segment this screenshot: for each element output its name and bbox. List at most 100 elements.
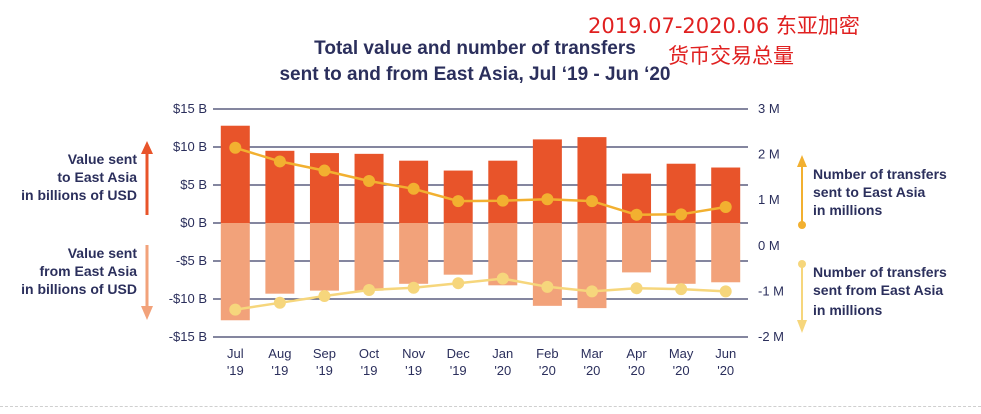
category-labels: Jul '19 Aug '19 Sep '19 Oct '19 Nov '19 Dec '19 Jan '…: [227, 346, 736, 378]
bar-1-7: [532, 223, 562, 306]
left-tick-label-2: $5 B: [180, 177, 207, 192]
right-label-sent-to-line-3: in millions: [813, 202, 882, 218]
point-0-2: [318, 164, 331, 177]
point-0-6: [496, 194, 509, 207]
bar-0-7: [532, 139, 562, 223]
category-label-10: May: [669, 346, 694, 361]
category-year-8: '20: [583, 363, 600, 378]
left-label-sent-from: Value sent from East Asia in billions of…: [21, 245, 137, 297]
left-label-sent-to-line-3: in billions of USD: [21, 187, 137, 203]
right-label-sent-to-line-1: Number of transfers: [813, 166, 947, 182]
right-label-sent-to-line-2: sent to East Asia: [813, 184, 926, 200]
point-1-0: [229, 303, 242, 316]
point-0-0: [229, 141, 242, 154]
category-label-4: Nov: [402, 346, 426, 361]
left-arrow-up: [141, 141, 153, 215]
series-points: [229, 141, 732, 316]
left-label-sent-from-line-1: Value sent: [68, 245, 138, 261]
category-label-5: Dec: [447, 346, 471, 361]
point-0-9: [630, 208, 643, 221]
right-tick-label-1: 2 M: [758, 147, 780, 162]
series-line-0: [234, 146, 726, 217]
point-1-9: [630, 282, 643, 295]
series-line-1: [235, 277, 726, 311]
category-year-9: '20: [628, 363, 645, 378]
category-label-7: Feb: [536, 346, 558, 361]
point-1-1: [273, 296, 286, 309]
point-1-4: [407, 281, 420, 294]
bar-1-3: [354, 223, 384, 291]
category-year-4: '19: [405, 363, 422, 378]
chart-title-line-1: Total value and number of transfers: [314, 38, 636, 59]
left-label-sent-to-line-2: to East Asia: [57, 169, 137, 185]
left-tick-label-6: -$15 B: [169, 329, 207, 344]
category-year-0: '19: [227, 363, 244, 378]
right-tick-label-2: 1 M: [758, 192, 780, 207]
series-lines: [234, 146, 726, 311]
point-1-8: [585, 285, 598, 298]
left-tick-label-0: $15 B: [173, 101, 207, 116]
category-year-7: '20: [539, 363, 556, 378]
category-label-9: Apr: [626, 346, 647, 361]
point-0-4: [407, 182, 420, 195]
category-label-3: Oct: [359, 346, 380, 361]
point-0-8: [585, 195, 598, 208]
left-label-sent-to-line-1: Value sent: [68, 151, 138, 167]
right-tick-label-3: 0 M: [758, 238, 780, 253]
category-year-1: '19: [271, 363, 288, 378]
bar-1-4: [399, 223, 429, 284]
bar-0-8: [577, 137, 607, 223]
point-0-7: [541, 193, 554, 206]
right-label-sent-from-line-1: Number of transfers: [813, 264, 947, 280]
left-tick-labels: $15 B $10 B $5 B $0 B -$5 B -$10 B -$15 B: [169, 101, 207, 344]
bar-0-2: [309, 153, 339, 223]
category-label-6: Jan: [492, 346, 513, 361]
bar-1-10: [666, 223, 696, 284]
annotation-line-1: 2019.07-2020.06 东亚加密: [588, 14, 860, 38]
category-label-1: Aug: [268, 346, 291, 361]
point-0-3: [363, 175, 376, 188]
right-label-sent-to: Number of transfers sent to East Asia in…: [813, 166, 947, 218]
chart-title-line-2: sent to and from East Asia, Jul ‘19 - Ju…: [279, 64, 670, 85]
point-0-10: [675, 208, 688, 221]
point-0-11: [719, 201, 732, 214]
point-1-11: [719, 285, 732, 298]
point-1-7: [541, 280, 554, 293]
bar-0-3: [354, 153, 384, 223]
category-label-2: Sep: [313, 346, 336, 361]
bar-0-0: [220, 125, 250, 223]
point-1-3: [363, 284, 376, 297]
left-label-sent-from-line-3: in billions of USD: [21, 281, 137, 297]
left-arrow-down: [141, 245, 153, 320]
category-year-10: '20: [673, 363, 690, 378]
right-tick-label-4: -1 M: [758, 283, 784, 298]
left-tick-label-3: $0 B: [180, 215, 207, 230]
right-tick-label-0: 3 M: [758, 101, 780, 116]
bottom-divider: [0, 406, 981, 407]
point-0-5: [452, 195, 465, 208]
bar-0-6: [488, 160, 518, 223]
left-tick-label-1: $10 B: [173, 139, 207, 154]
category-label-8: Mar: [581, 346, 604, 361]
right-tick-label-5: -2 M: [758, 329, 784, 344]
bar-1-1: [265, 223, 295, 294]
bar-1-11: [711, 223, 741, 283]
right-label-sent-from-line-2: sent from East Asia: [813, 282, 943, 298]
left-label-sent-to: Value sent to East Asia in billions of U…: [21, 151, 137, 203]
point-1-2: [318, 289, 331, 302]
bar-0-11: [711, 167, 741, 223]
left-tick-label-4: -$5 B: [176, 253, 207, 268]
right-arrow-up: [797, 155, 807, 229]
right-tick-labels: 3 M 2 M 1 M 0 M -1 M -2 M: [758, 101, 784, 344]
left-label-sent-from-line-2: from East Asia: [39, 263, 137, 279]
point-1-6: [496, 272, 509, 285]
category-year-3: '19: [361, 363, 378, 378]
category-label-0: Jul: [227, 346, 244, 361]
category-year-5: '19: [450, 363, 467, 378]
category-label-11: Jun: [715, 346, 736, 361]
point-1-10: [675, 283, 688, 296]
right-label-sent-from: Number of transfers sent from East Asia …: [813, 264, 947, 318]
category-year-6: '20: [494, 363, 511, 378]
bar-1-2: [309, 223, 339, 291]
